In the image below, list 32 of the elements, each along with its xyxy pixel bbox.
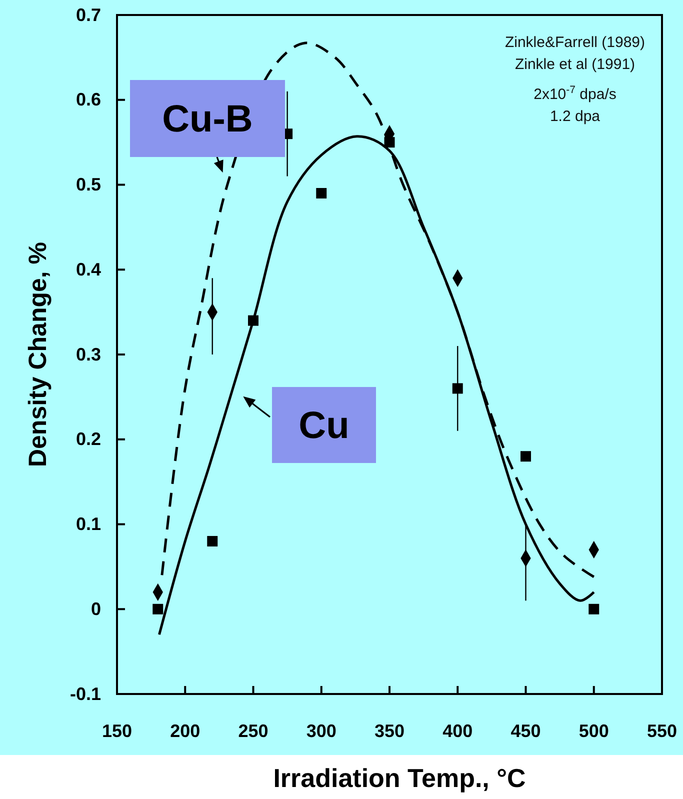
y-tick-label: 0.6 <box>76 90 101 110</box>
annotation: 2x10$^{-7}$ dpa/s <box>534 84 616 103</box>
x-tick-label: 350 <box>374 720 405 741</box>
series-label: Cu-B <box>162 98 253 140</box>
x-tick-label: 500 <box>578 720 609 741</box>
x-axis-title: Irradiation Temp., °C <box>273 763 526 793</box>
x-tick-label: 200 <box>170 720 200 741</box>
point <box>207 536 218 546</box>
y-tick-label: 0 <box>90 598 101 619</box>
legend-label: Cu <box>298 405 350 447</box>
x-tick-label: 150 <box>102 720 132 741</box>
x-tick-label: 550 <box>646 720 678 741</box>
y-tick-label: -0.1 <box>70 684 101 704</box>
y-tick-label: 0.1 <box>76 514 101 534</box>
y-tick-label: 0.2 <box>76 429 101 450</box>
x-tick-label: 250 <box>238 720 268 741</box>
x-tick-label: 300 <box>306 720 336 741</box>
y-tick-label: 0.4 <box>76 259 101 280</box>
point <box>452 383 463 394</box>
y-axis-title: Density Change, % <box>24 242 52 468</box>
annotation: 1.2 dpa <box>550 108 601 125</box>
x-tick-label: 400 <box>442 720 473 741</box>
x-tick-label: 450 <box>510 720 541 741</box>
annotation: Zinkle&Farrell (1989) <box>504 34 646 51</box>
point <box>520 451 531 462</box>
point <box>316 188 327 198</box>
y-tick-label: 0.5 <box>76 174 101 195</box>
y-tick-label: 0.3 <box>76 344 101 364</box>
point <box>588 604 600 614</box>
point <box>152 604 164 614</box>
y-tick-label: 0.7 <box>76 4 101 25</box>
annotation: Zinkle et al (1991) <box>514 56 636 73</box>
